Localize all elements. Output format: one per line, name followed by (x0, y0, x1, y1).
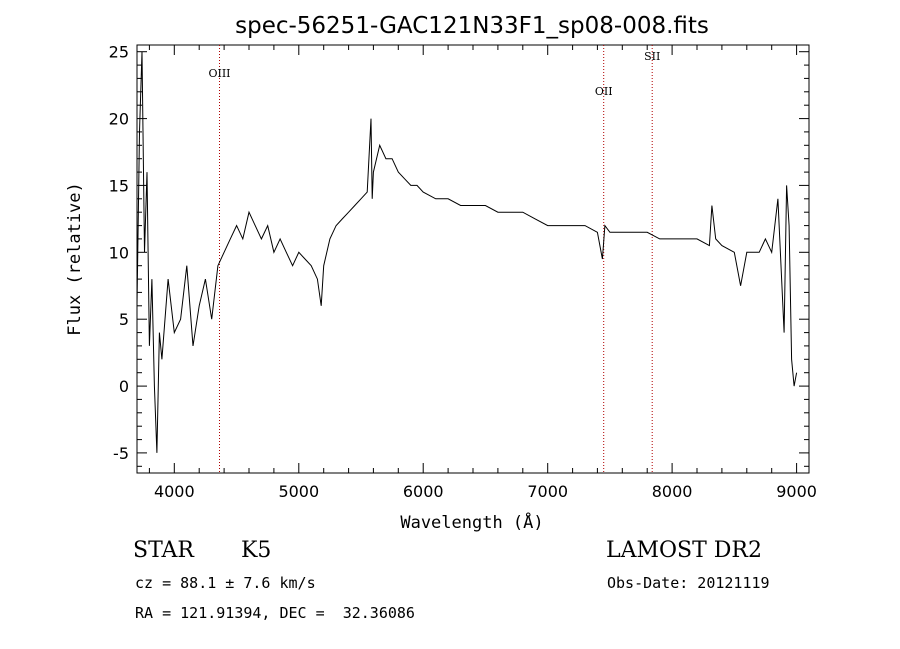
y-axis: -5 0 5 10 15 20 25 (109, 43, 809, 467)
x-tick-label: 8000 (652, 482, 693, 501)
class-label: STAR (133, 538, 194, 563)
spectral-line-label: OIII (208, 67, 230, 80)
x-tick-label: 7000 (527, 482, 568, 501)
velocity-readout: cz = 88.1 ± 7.6 km/s (135, 574, 316, 592)
subclass-label: K5 (241, 538, 272, 563)
chart-title: spec-56251-GAC121N33F1_sp08-008.fits (235, 13, 709, 39)
y-tick-label: -5 (113, 444, 129, 463)
survey-label: LAMOST DR2 (606, 538, 762, 563)
coordinates-readout: RA = 121.91394, DEC = 32.36086 (135, 604, 415, 622)
x-tick-label: 9000 (776, 482, 817, 501)
spectral-line-label: OII (595, 85, 613, 98)
x-tick-label: 4000 (154, 482, 195, 501)
flux-series-line (136, 51, 798, 453)
x-tick-label: 5000 (278, 482, 319, 501)
x-axis: 4000 5000 6000 7000 8000 9000 (148, 45, 817, 501)
spectral-line-label: SII (644, 50, 660, 63)
x-axis-label: Wavelength (Å) (400, 511, 543, 533)
spectral-line-markers: OIII OII SII (208, 45, 660, 473)
y-tick-label: 15 (109, 176, 129, 195)
y-axis-label: Flux (relative) (65, 182, 85, 336)
y-tick-label: 25 (109, 43, 129, 62)
y-tick-label: 20 (109, 110, 129, 129)
plot-frame (136, 44, 810, 474)
y-tick-label: 10 (109, 243, 129, 262)
y-tick-label: 0 (119, 377, 129, 396)
obs-date-readout: Obs-Date: 20121119 (607, 574, 770, 592)
y-tick-label: 5 (119, 310, 129, 329)
x-tick-label: 6000 (403, 482, 444, 501)
